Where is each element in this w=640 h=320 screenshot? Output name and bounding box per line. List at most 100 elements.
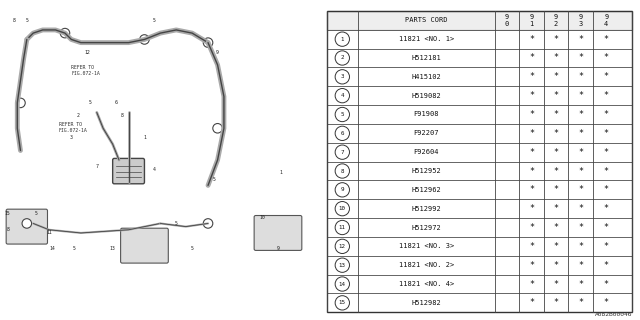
- Text: H512181: H512181: [412, 55, 441, 61]
- Circle shape: [335, 145, 349, 159]
- Text: *: *: [604, 148, 609, 157]
- Circle shape: [335, 164, 349, 178]
- Text: 2: 2: [76, 113, 79, 118]
- FancyBboxPatch shape: [120, 228, 168, 263]
- Bar: [327, 86, 632, 105]
- Text: *: *: [529, 91, 534, 100]
- Text: *: *: [529, 148, 534, 157]
- Circle shape: [213, 124, 222, 133]
- Bar: [327, 275, 632, 293]
- Text: 6: 6: [340, 131, 344, 136]
- Text: H519082: H519082: [412, 93, 441, 99]
- Text: *: *: [578, 261, 583, 270]
- Text: 9
0: 9 0: [505, 14, 509, 27]
- Text: F92604: F92604: [413, 149, 439, 155]
- Text: 1: 1: [143, 135, 146, 140]
- Text: 14: 14: [49, 246, 55, 251]
- Text: *: *: [554, 204, 559, 213]
- Text: PARTS CORD: PARTS CORD: [405, 17, 447, 23]
- Text: 9
4: 9 4: [604, 14, 609, 27]
- Text: 11821 <NO. 3>: 11821 <NO. 3>: [399, 243, 454, 249]
- Text: *: *: [578, 53, 583, 62]
- Circle shape: [335, 51, 349, 65]
- Text: *: *: [578, 110, 583, 119]
- Text: A082B00046: A082B00046: [595, 312, 632, 317]
- FancyBboxPatch shape: [254, 215, 302, 251]
- Text: 3: 3: [70, 135, 73, 140]
- FancyBboxPatch shape: [6, 209, 47, 244]
- Text: H512952: H512952: [412, 168, 441, 174]
- Bar: [327, 180, 632, 199]
- Bar: [327, 105, 632, 124]
- Text: 5: 5: [73, 246, 76, 251]
- Text: 11: 11: [46, 230, 52, 236]
- Text: 15: 15: [5, 212, 11, 216]
- Text: *: *: [604, 91, 609, 100]
- Circle shape: [335, 70, 349, 84]
- Circle shape: [335, 126, 349, 140]
- Text: *: *: [578, 298, 583, 307]
- Text: 8: 8: [13, 18, 15, 23]
- Text: 12: 12: [84, 50, 90, 55]
- Text: 2: 2: [340, 55, 344, 60]
- Text: *: *: [578, 129, 583, 138]
- Circle shape: [335, 258, 349, 272]
- Text: *: *: [529, 261, 534, 270]
- Text: *: *: [529, 110, 534, 119]
- Text: *: *: [604, 204, 609, 213]
- Text: *: *: [529, 35, 534, 44]
- Text: *: *: [604, 110, 609, 119]
- Text: *: *: [554, 298, 559, 307]
- Text: 9: 9: [340, 187, 344, 192]
- Text: *: *: [578, 242, 583, 251]
- Text: *: *: [578, 279, 583, 289]
- Circle shape: [335, 296, 349, 310]
- Bar: [327, 30, 632, 49]
- Text: H512982: H512982: [412, 300, 441, 306]
- Bar: [327, 199, 632, 218]
- Text: 7: 7: [95, 164, 98, 169]
- Text: 1: 1: [280, 170, 283, 175]
- Text: *: *: [578, 72, 583, 81]
- Text: 13: 13: [339, 263, 346, 268]
- Text: *: *: [578, 166, 583, 175]
- Bar: [327, 49, 632, 68]
- Circle shape: [22, 219, 31, 228]
- Bar: [327, 162, 632, 180]
- Text: *: *: [529, 204, 534, 213]
- Text: 9
1: 9 1: [529, 14, 534, 27]
- Text: *: *: [554, 148, 559, 157]
- Text: F91908: F91908: [413, 111, 439, 117]
- Text: H415102: H415102: [412, 74, 441, 80]
- Text: 1: 1: [340, 37, 344, 42]
- Text: 8: 8: [121, 113, 124, 118]
- Text: 7: 7: [340, 150, 344, 155]
- Text: *: *: [604, 261, 609, 270]
- Circle shape: [335, 32, 349, 46]
- Text: *: *: [554, 35, 559, 44]
- Text: *: *: [529, 223, 534, 232]
- Text: *: *: [604, 185, 609, 194]
- Text: *: *: [578, 148, 583, 157]
- Text: 8: 8: [6, 227, 9, 232]
- Text: *: *: [578, 185, 583, 194]
- Text: 10: 10: [339, 206, 346, 211]
- Text: *: *: [604, 242, 609, 251]
- Circle shape: [335, 277, 349, 291]
- Text: *: *: [529, 166, 534, 175]
- Text: *: *: [604, 35, 609, 44]
- Circle shape: [335, 89, 349, 103]
- Text: *: *: [578, 35, 583, 44]
- Text: *: *: [604, 298, 609, 307]
- Text: *: *: [529, 53, 534, 62]
- Text: *: *: [604, 279, 609, 289]
- Text: *: *: [554, 166, 559, 175]
- Circle shape: [204, 38, 213, 47]
- Text: 5: 5: [26, 18, 28, 23]
- Text: 15: 15: [339, 300, 346, 305]
- Text: *: *: [529, 279, 534, 289]
- Text: *: *: [604, 223, 609, 232]
- Circle shape: [335, 183, 349, 197]
- Text: *: *: [578, 91, 583, 100]
- Bar: [327, 143, 632, 162]
